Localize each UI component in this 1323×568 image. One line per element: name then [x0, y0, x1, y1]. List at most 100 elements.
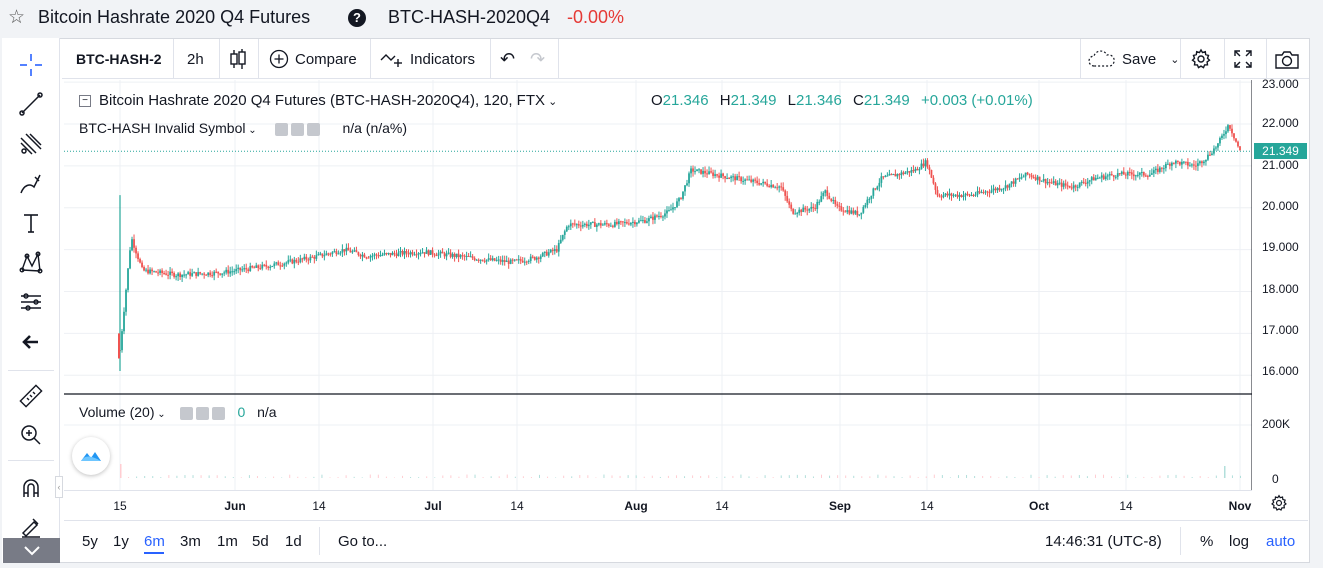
- candle-body: [265, 264, 268, 267]
- fullscreen-icon[interactable]: [1232, 39, 1254, 79]
- candle-body: [1128, 171, 1131, 173]
- range-6m-button[interactable]: 6m: [144, 533, 165, 550]
- candle-body: [193, 272, 196, 274]
- volume-bar: [514, 476, 516, 478]
- chevron-down-icon: ⌄: [545, 96, 558, 108]
- pattern-icon[interactable]: [16, 248, 46, 278]
- candle-body: [1064, 183, 1067, 186]
- magnet-icon[interactable]: [16, 473, 46, 503]
- log-toggle[interactable]: log: [1229, 533, 1250, 550]
- price-tick: 20.000: [1262, 199, 1299, 213]
- candle-body: [708, 171, 710, 175]
- compare-series-legend[interactable]: BTC-HASH Invalid Symbol ⌄ n/a (n/a%): [79, 120, 407, 136]
- volume-bar: [869, 476, 871, 478]
- candle-body: [303, 256, 306, 260]
- candle-body: [125, 289, 127, 312]
- candle-body: [225, 269, 228, 273]
- candle-body: [311, 256, 314, 258]
- eye-icon[interactable]: [179, 406, 193, 420]
- candle-body: [407, 253, 410, 255]
- chart-type-button[interactable]: [229, 39, 247, 79]
- candle-body: [515, 259, 518, 261]
- candle-body: [1193, 164, 1195, 166]
- auto-toggle[interactable]: auto: [1266, 533, 1296, 550]
- range-5d-button[interactable]: 5d: [252, 533, 269, 550]
- price-axis[interactable]: 23.000 22.000 21.000 20.000 19.000 18.00…: [1252, 77, 1308, 490]
- range-5y-button[interactable]: 5y: [82, 533, 98, 550]
- candle-body: [814, 208, 817, 210]
- lock-drawing-icon[interactable]: [16, 511, 46, 541]
- help-icon[interactable]: ?: [348, 9, 366, 27]
- candle-body: [672, 207, 674, 210]
- candle-body: [1201, 161, 1203, 164]
- candle-body: [1016, 178, 1019, 180]
- time-axis[interactable]: 15 Jun 14 Jul 14 Aug 14 Sep 14 Oct 14 No…: [64, 490, 1252, 518]
- text-tool-icon[interactable]: [16, 208, 46, 238]
- favorite-star-icon[interactable]: ☆: [8, 7, 26, 28]
- redo-icon[interactable]: ↷: [530, 48, 546, 69]
- price-chart[interactable]: [64, 80, 1252, 490]
- eye-icon[interactable]: [274, 122, 288, 136]
- goto-button[interactable]: Go to...: [338, 533, 388, 550]
- close-icon[interactable]: [306, 122, 320, 136]
- candle-body: [1144, 175, 1147, 177]
- candle-body: [1076, 186, 1079, 188]
- settings-icon[interactable]: [290, 122, 304, 136]
- candle-body: [261, 264, 264, 269]
- range-1y-button[interactable]: 1y: [113, 533, 129, 550]
- camera-icon[interactable]: [1274, 39, 1300, 79]
- chevron-down-icon[interactable]: [3, 538, 60, 563]
- volume-bar: [957, 475, 959, 478]
- candle-body: [1233, 133, 1235, 139]
- clock-timezone[interactable]: 14:46:31 (UTC-8): [1045, 533, 1162, 550]
- back-arrow-icon[interactable]: [16, 327, 46, 357]
- axis-settings-gear-icon[interactable]: [1270, 494, 1288, 517]
- candle-body: [920, 163, 923, 170]
- candle-body: [1195, 165, 1197, 167]
- collapse-legend-icon[interactable]: −: [79, 95, 91, 108]
- candle-body: [908, 171, 911, 173]
- trend-line-icon[interactable]: [16, 89, 46, 119]
- candle-body: [273, 263, 276, 266]
- interval-button[interactable]: 2h: [187, 39, 204, 79]
- prediction-icon[interactable]: [16, 287, 46, 317]
- range-1d-button[interactable]: 1d: [285, 533, 302, 550]
- indicators-button[interactable]: Indicators: [380, 39, 475, 79]
- candle-body: [1203, 161, 1205, 164]
- candle-body: [1046, 181, 1049, 184]
- range-1m-button[interactable]: 1m: [217, 533, 238, 550]
- volume-legend[interactable]: Volume (20) ⌄ 0 n/a: [79, 404, 277, 420]
- undo-icon[interactable]: ↶: [500, 48, 516, 69]
- brush-icon[interactable]: [16, 169, 46, 199]
- candle-body: [1114, 176, 1117, 178]
- range-3m-button[interactable]: 3m: [180, 533, 201, 550]
- symbol-search-button[interactable]: BTC-HASH-2: [76, 39, 162, 79]
- candle-body: [227, 269, 230, 274]
- settings-gear-icon[interactable]: [1190, 39, 1212, 79]
- collapse-toolbar-arrow-icon[interactable]: ‹: [55, 476, 63, 498]
- candle-body: [1108, 174, 1111, 176]
- main-series-legend[interactable]: − Bitcoin Hashrate 2020 Q4 Futures (BTC-H…: [79, 92, 557, 109]
- candle-body: [1026, 172, 1029, 175]
- candle-body: [1044, 178, 1047, 184]
- zoom-in-icon[interactable]: [16, 420, 46, 450]
- compare-button[interactable]: Compare: [269, 39, 357, 79]
- percent-toggle[interactable]: %: [1200, 533, 1214, 550]
- crosshair-icon[interactable]: [16, 50, 46, 80]
- volume-bar: [1006, 476, 1008, 478]
- candle-body: [377, 255, 380, 257]
- candle-body: [1106, 175, 1109, 177]
- fib-tool-icon[interactable]: [16, 129, 46, 159]
- settings-icon[interactable]: [195, 406, 209, 420]
- candle-body: [215, 271, 218, 273]
- candle-body: [762, 181, 765, 184]
- save-button[interactable]: Save ⌄: [1088, 39, 1179, 79]
- volume-bar: [426, 476, 428, 478]
- tradingview-logo-icon[interactable]: [72, 437, 110, 475]
- ruler-icon[interactable]: [16, 381, 46, 411]
- candle-body: [1006, 185, 1009, 188]
- close-icon[interactable]: [211, 406, 225, 420]
- candle-body: [343, 249, 346, 252]
- candle-body: [682, 191, 684, 199]
- candle-body: [852, 210, 855, 214]
